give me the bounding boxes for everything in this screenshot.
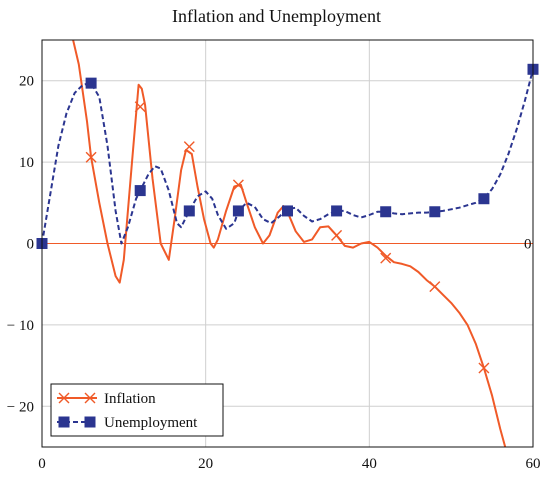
y-tick-label: − 10 [7,318,34,334]
unemployment-point [85,77,97,89]
unemployment-point [183,205,195,217]
legend-box [50,383,224,437]
unemployment-point [331,205,343,217]
y-tick-label: 20 [19,74,34,90]
series-layer [36,40,539,447]
chart-title: Inflation and Unemployment [172,6,381,26]
legend-item-unemployment: Unemployment [57,415,198,431]
unemployment-line [42,69,533,245]
inflation-point [232,179,244,191]
x-tick-label: 60 [526,456,541,472]
inflation-point [380,252,392,264]
legend-swatch-marker [58,416,70,428]
unemployment-markers [36,63,539,249]
inflation-point [183,141,195,153]
legend-item-inflation: Inflation [57,391,156,407]
inflation-point [85,151,97,163]
x-tick-label: 0 [38,456,46,472]
zero-line-label: 0 [524,237,532,253]
y-tick-label: − 20 [7,399,34,415]
inflation-point [478,362,490,374]
inflation-line [72,40,507,447]
legend: Inflation Unemployment [50,383,224,437]
legend-swatch-marker [84,392,96,404]
x-tick-label: 20 [198,456,213,472]
legend-label: Unemployment [104,415,198,431]
tick-labels: 0 20 40 60 − 20 − 10 0 10 20 [7,74,541,472]
inflation-series [72,40,507,447]
plot-frame [41,39,534,448]
unemployment-point [282,205,293,217]
legend-label: Inflation [104,391,156,407]
x-tick-label: 40 [362,456,377,472]
unemployment-point [429,206,441,218]
unemployment-point [232,205,244,217]
inflation-markers [85,101,490,374]
unemployment-point [134,185,146,197]
inflation-point [429,281,441,293]
unemployment-series [42,69,533,245]
inflation-point [331,229,343,241]
unemployment-point [380,206,392,218]
y-tick-label: 10 [19,155,34,171]
inflation-point [134,101,146,113]
legend-swatch-marker [84,416,96,428]
legend-swatch-marker [58,392,70,404]
unemployment-point [478,193,490,205]
y-tick-label: 0 [27,237,35,253]
